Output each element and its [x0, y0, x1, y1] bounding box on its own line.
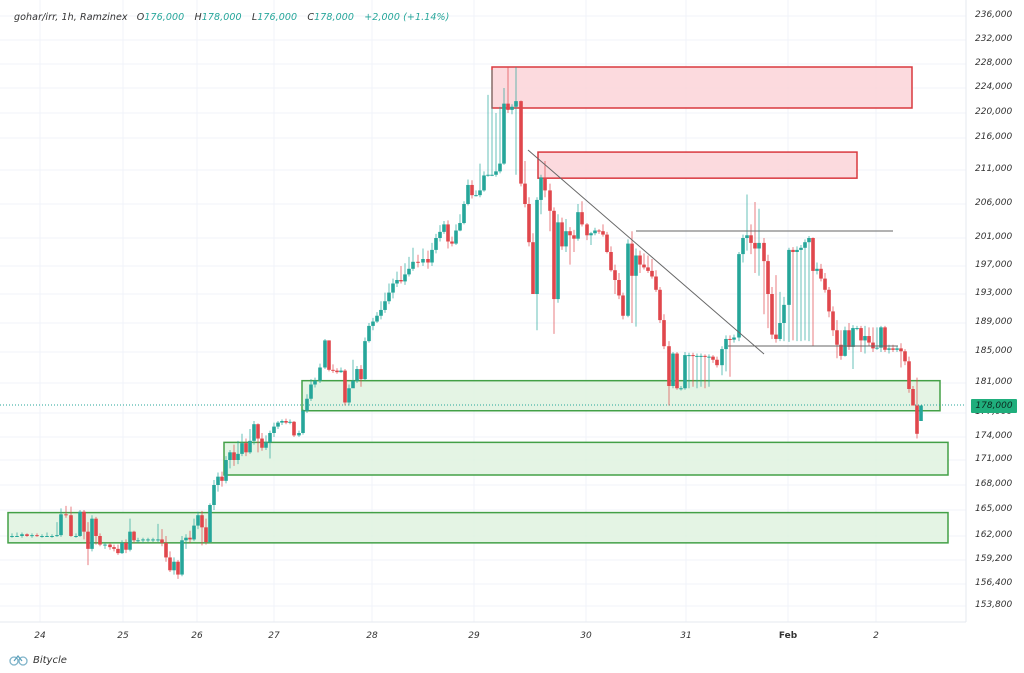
time-tick-label: 30	[580, 631, 592, 641]
demand-zone[interactable]	[7, 511, 949, 544]
brand-logo: Bitycle	[8, 654, 67, 666]
demand-zone[interactable]	[301, 379, 941, 412]
change-value: +2,000 (+1.14%)	[364, 12, 450, 23]
price-tick-label: 193,000	[975, 288, 1013, 298]
price-tick-label: 174,000	[975, 431, 1013, 441]
price-tick-label: 220,000	[975, 107, 1013, 117]
time-tick-label: 28	[366, 631, 378, 641]
time-tick-label: Feb	[778, 631, 798, 641]
open-key: O	[136, 12, 145, 23]
time-tick-label: 2	[873, 631, 879, 641]
low-key: L	[251, 12, 258, 23]
price-tick-label: 181,000	[975, 377, 1013, 387]
price-tick-label: 168,000	[975, 479, 1013, 489]
supply-demand-zones	[7, 66, 949, 544]
chart-legend: gohar/irr, 1h, Ramzinex O176,000 H178,00…	[14, 12, 449, 23]
bitycle-logo-icon	[9, 655, 28, 666]
price-tick-label: 185,000	[975, 346, 1013, 356]
high-value: 178,000	[201, 12, 242, 23]
time-tick-label: 25	[117, 631, 129, 641]
price-tick-label: 171,000	[975, 454, 1013, 464]
drawn-lines	[527, 149, 898, 355]
price-tick-label: 206,000	[975, 198, 1013, 208]
demand-zone[interactable]	[223, 441, 949, 476]
time-tick-label: 31	[680, 631, 692, 641]
close-key: C	[307, 12, 315, 23]
price-tick-label: 165,000	[975, 504, 1013, 514]
time-tick-label: 27	[268, 631, 280, 641]
price-tick-label: 156,400	[975, 578, 1013, 588]
price-tick-label: 228,000	[975, 58, 1013, 68]
brand-name: Bitycle	[33, 654, 67, 666]
price-tick-label: 224,000	[975, 82, 1013, 92]
open-value: 176,000	[144, 12, 185, 23]
supply-zone[interactable]	[537, 151, 858, 179]
low-value: 176,000	[257, 12, 298, 23]
symbol-label: gohar/irr, 1h, Ramzinex	[14, 12, 128, 23]
price-tick-label: 159,200	[975, 554, 1013, 564]
time-tick-label: 24	[34, 631, 46, 641]
time-tick-label: 26	[191, 631, 203, 641]
price-tick-label: 197,000	[975, 260, 1013, 270]
close-value: 178,000	[314, 12, 355, 23]
price-tick-label: 162,000	[975, 530, 1013, 540]
high-key: H	[194, 12, 202, 23]
price-tick-label: 216,000	[975, 132, 1013, 142]
price-tick-label: 189,000	[975, 317, 1013, 327]
supply-zone[interactable]	[491, 66, 913, 109]
candles	[10, 67, 923, 579]
price-tick-label: 232,000	[975, 34, 1013, 44]
price-tick-label: 211,000	[975, 164, 1013, 174]
descending-trendline[interactable]	[527, 149, 765, 355]
price-tick-label: 201,000	[975, 232, 1013, 242]
price-tick-label: 236,000	[975, 10, 1013, 20]
time-tick-label: 29	[468, 631, 480, 641]
price-tick-label: 153,800	[975, 600, 1013, 610]
last-price-tag: 178,000	[971, 399, 1017, 413]
